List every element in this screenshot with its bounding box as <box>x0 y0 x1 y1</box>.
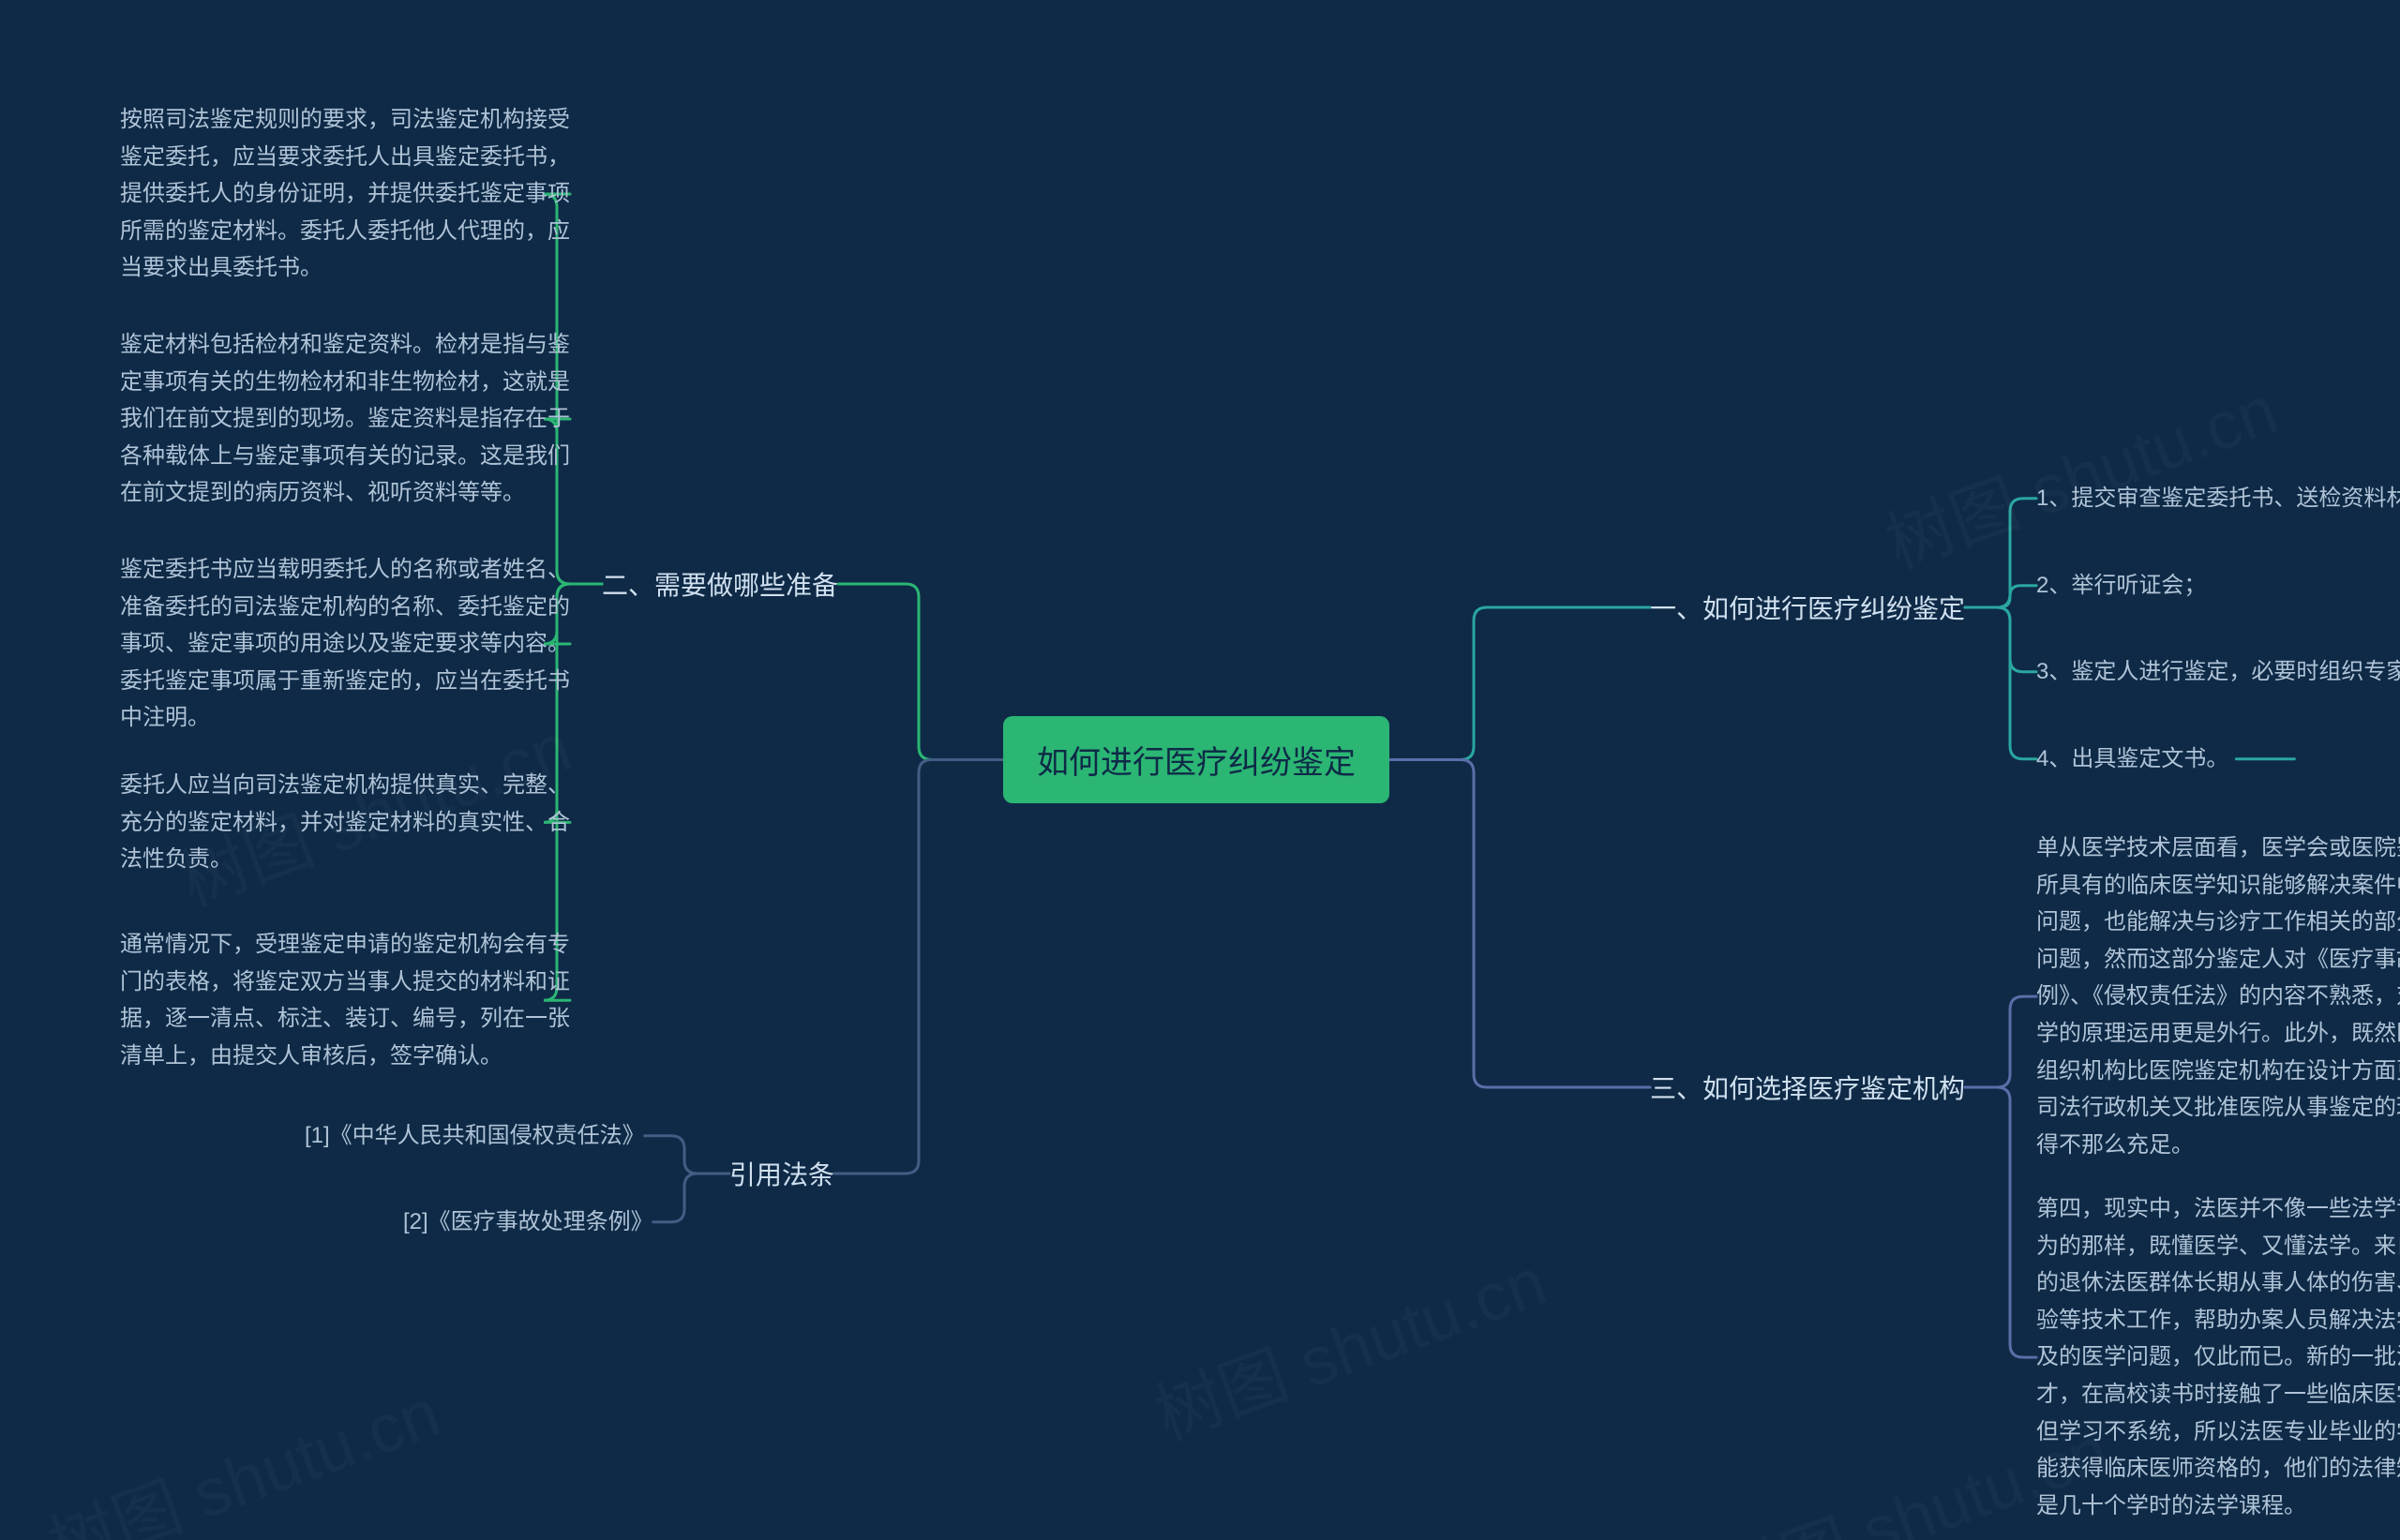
leaf-step-4: 4、出具鉴定文书。 <box>2036 740 2228 778</box>
leaf-institution-para-2: 第四，现实中，法医并不像一些法学专家所认为的那样，既懂医学、又懂法学。来自公检法… <box>2036 1190 2400 1524</box>
leaf-step-1: 1、提交审查鉴定委托书、送检资料材料等； <box>2036 480 2400 517</box>
leaf-prep-4: 委托人应当向司法鉴定机构提供真实、完整、充分的鉴定材料，并对鉴定材料的真实性、合… <box>120 767 570 878</box>
leaf-step-2: 2、举行听证会； <box>2036 567 2206 605</box>
branch-how-appraise[interactable]: 一、如何进行医疗纠纷鉴定 <box>1650 589 1965 626</box>
leaf-law-2: [2]《医疗事故处理条例》 <box>403 1204 653 1241</box>
leaf-prep-3: 鉴定委托书应当载明委托人的名称或者姓名、准备委托的司法鉴定机构的名称、委托鉴定的… <box>120 551 570 737</box>
leaf-law-1: [1]《中华人民共和国侵权责任法》 <box>305 1117 645 1155</box>
branch-cited-laws[interactable]: 引用法条 <box>729 1155 834 1192</box>
branch-preparation[interactable]: 二、需要做哪些准备 <box>602 565 838 603</box>
watermark: 树图 shutu.cn <box>33 1358 451 1540</box>
watermark: 树图 shutu.cn <box>1139 1227 1557 1459</box>
leaf-prep-5: 通常情况下，受理鉴定申请的鉴定机构会有专门的表格，将鉴定双方当事人提交的材料和证… <box>120 926 570 1074</box>
leaf-prep-2: 鉴定材料包括检材和鉴定资料。检材是指与鉴定事项有关的生物检材和非生物检材，这就是… <box>120 326 570 512</box>
watermark: 树图 shutu.cn <box>1870 355 2288 588</box>
root-node[interactable]: 如何进行医疗纠纷鉴定 <box>1003 716 1389 803</box>
branch-choose-institution[interactable]: 三、如何选择医疗鉴定机构 <box>1650 1069 1965 1106</box>
leaf-step-3: 3、鉴定人进行鉴定，必要时组织专家讨论； <box>2036 653 2400 691</box>
leaf-institution-para-1: 单从医学技术层面看，医学会或医院鉴定机构所具有的临床医学知识能够解决案件中的医学… <box>2036 830 2400 1163</box>
leaf-prep-1: 按照司法鉴定规则的要求，司法鉴定机构接受鉴定委托，应当要求委托人出具鉴定委托书，… <box>120 101 570 287</box>
